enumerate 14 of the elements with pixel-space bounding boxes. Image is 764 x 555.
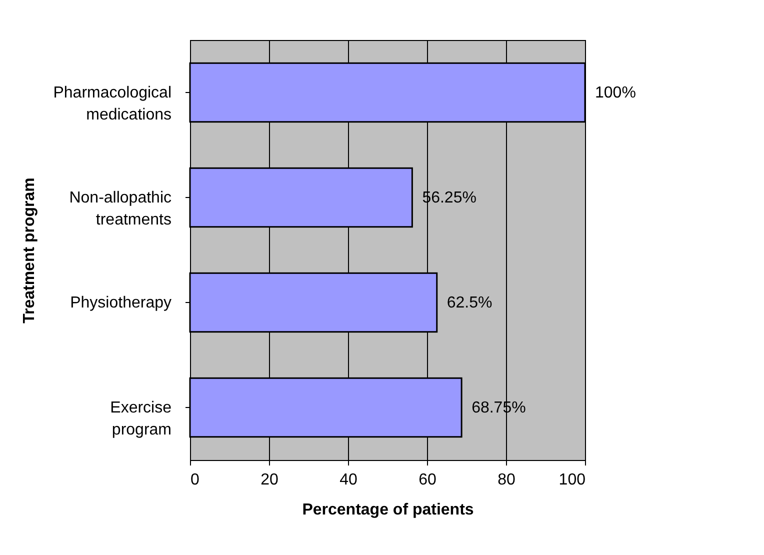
x-tick-label: 100: [558, 472, 586, 488]
y-tick-label: Non-allopathic treatments: [69, 190, 172, 228]
data-label: 100%: [595, 84, 636, 102]
data-label: 62.5%: [446, 294, 492, 312]
x-tick-label: 60: [418, 472, 436, 488]
x-tick-label: 80: [498, 472, 516, 488]
x-tick-label: 0: [190, 472, 200, 488]
y-tick-label: Exercise program: [110, 400, 172, 438]
x-tick-label: 20: [260, 472, 278, 488]
y-tick-label: Pharmacological medications: [53, 84, 172, 124]
x-axis-title: Percentage of patients: [302, 502, 474, 518]
y-axis-title: Treatment program: [21, 178, 38, 324]
y-tick-label: Physiotherapy: [70, 294, 172, 312]
x-tick-label: 40: [340, 472, 358, 488]
